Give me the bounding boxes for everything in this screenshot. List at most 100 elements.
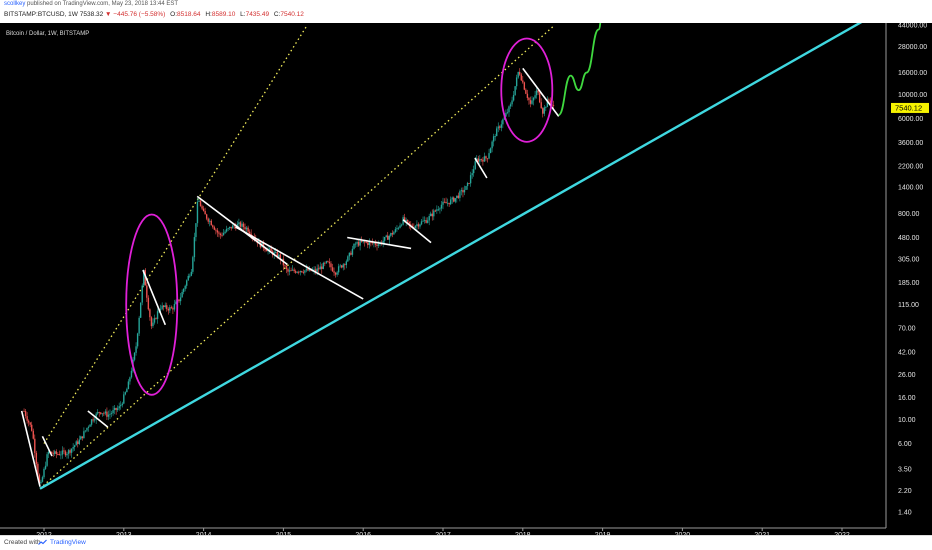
candle-body xyxy=(296,271,298,273)
candle-body xyxy=(383,236,386,241)
candle-body xyxy=(430,213,432,217)
candle-body xyxy=(451,197,453,200)
candle-body xyxy=(126,389,128,393)
candle-body xyxy=(434,210,437,212)
candle-body xyxy=(113,407,116,411)
white-trendline xyxy=(474,157,488,179)
white-trendline xyxy=(402,219,432,244)
candle-body xyxy=(55,451,57,455)
candle-body xyxy=(360,240,363,242)
btc-weekly-chart[interactable]: 44000.00 28000.00 16000.00 10000.00 6000.00 3… xyxy=(0,23,932,535)
candle-body xyxy=(189,275,191,277)
time-axis: 2012 2013 2014 2015 2016 2017 2018 2019 2020 2021… xyxy=(36,528,850,535)
candle-body xyxy=(247,227,249,232)
candle-body xyxy=(181,291,183,298)
candle-body xyxy=(72,447,74,449)
price-tick-label: 10000.00 xyxy=(898,92,927,99)
candle-body xyxy=(47,451,50,455)
candle-body xyxy=(95,413,97,420)
candle-body xyxy=(522,80,524,83)
candle-body xyxy=(193,237,196,258)
candle-body xyxy=(460,190,463,192)
author-link[interactable]: scollkey xyxy=(4,1,26,7)
candle-body xyxy=(75,441,77,446)
candle-body xyxy=(31,424,33,431)
candle-body xyxy=(127,381,130,390)
candle-body xyxy=(531,100,533,104)
candle-body xyxy=(227,228,229,229)
time-tick-label: 2013 xyxy=(116,532,132,535)
change-value: −445.76 (−5.58%) xyxy=(113,11,166,18)
candle-body xyxy=(52,453,54,455)
candle-body xyxy=(293,269,295,272)
price-tick-label: 2200.00 xyxy=(898,163,923,170)
candle-body xyxy=(298,271,300,273)
low-value: L:7435.49 xyxy=(240,11,270,18)
candle-body xyxy=(213,227,216,230)
candle-body xyxy=(184,285,186,289)
candle-body xyxy=(328,261,331,264)
candle-body xyxy=(222,232,225,236)
candle-body xyxy=(468,182,470,184)
candle-body xyxy=(508,106,510,113)
candle-body xyxy=(34,438,36,453)
chart-title: Bitcoin / Dollar, 1W, BITSTAMP xyxy=(6,31,89,37)
white-trendline xyxy=(20,410,41,487)
highlight-circle xyxy=(125,213,179,396)
candle-body xyxy=(81,436,84,439)
candle-body xyxy=(359,240,361,246)
candle-body xyxy=(442,201,444,205)
candle-body xyxy=(387,235,389,240)
price-tick-label: 2.20 xyxy=(898,488,912,495)
candle-body xyxy=(499,126,501,128)
candle-body xyxy=(471,173,473,176)
candle-body xyxy=(64,451,67,456)
candle-body xyxy=(506,112,509,114)
candle-body xyxy=(483,156,486,162)
candle-body xyxy=(66,453,68,456)
candle-body xyxy=(485,156,487,159)
candle-body xyxy=(110,413,113,414)
candle-body xyxy=(511,100,513,105)
candle-body xyxy=(431,213,433,217)
candle-body xyxy=(422,220,424,222)
candle-body xyxy=(497,126,499,129)
candle-body xyxy=(182,288,185,292)
candle-body xyxy=(394,229,397,233)
candle-body xyxy=(316,268,318,272)
candle-body xyxy=(365,242,367,244)
candle-body xyxy=(187,275,189,281)
price-tick-label: 800.00 xyxy=(898,211,920,218)
candle-body xyxy=(233,225,235,227)
price-tick-label: 6000.00 xyxy=(898,116,923,123)
candle-body xyxy=(377,244,380,246)
candle-body xyxy=(24,411,27,417)
candle-body xyxy=(526,93,529,98)
candle-body xyxy=(202,208,205,211)
candle-body xyxy=(525,89,527,94)
candle-body xyxy=(548,99,550,101)
candle-body xyxy=(90,419,93,425)
candle-body xyxy=(275,252,277,253)
candle-body xyxy=(205,214,208,219)
candle-body xyxy=(535,90,538,96)
candle-body xyxy=(463,189,466,193)
candle-body xyxy=(327,261,329,262)
candle-body xyxy=(405,219,407,222)
candle-body xyxy=(488,153,490,159)
tradingview-logo-icon xyxy=(38,539,47,545)
candle-body xyxy=(149,309,151,318)
candle-body xyxy=(512,95,515,101)
candle-body xyxy=(368,241,371,246)
price-tick-label: 1400.00 xyxy=(898,185,923,192)
candle-body xyxy=(339,265,341,267)
tradingview-brand-link[interactable]: TradingView xyxy=(50,539,86,546)
candle-body xyxy=(480,159,483,160)
candle-body xyxy=(459,191,461,198)
candle-body xyxy=(268,248,271,250)
candle-body xyxy=(112,410,114,414)
candle-body xyxy=(204,210,206,215)
candle-body xyxy=(61,450,64,455)
time-tick-label: 2022 xyxy=(834,532,850,535)
time-tick-label: 2019 xyxy=(595,532,611,535)
